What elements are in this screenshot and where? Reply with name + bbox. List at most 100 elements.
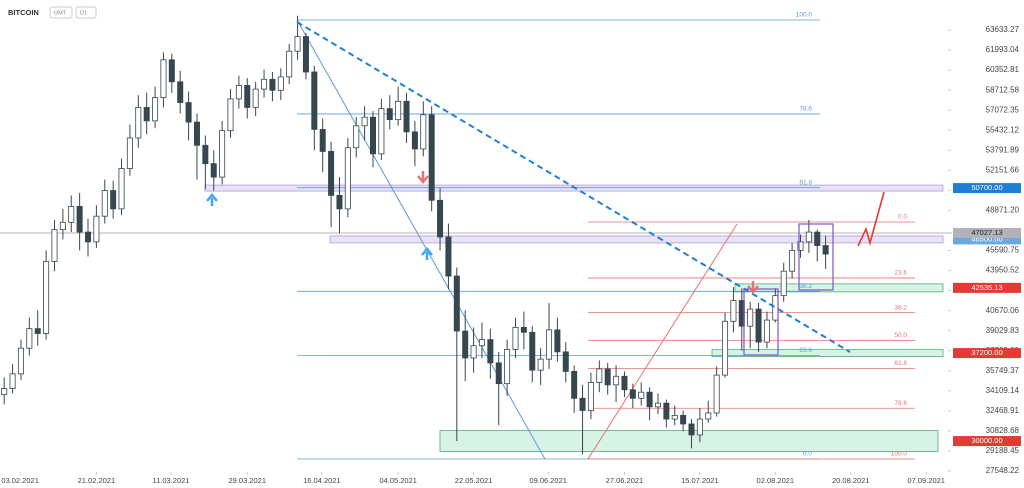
down-arrow: [747, 281, 759, 294]
axes: 63633.27 61993.04 60352.81 58712.58 57072.35…: [1, 25, 1021, 485]
candle-body: [227, 98, 234, 132]
candle-body: [797, 241, 804, 251]
candle-body: [487, 339, 494, 364]
candle-body: [51, 229, 58, 262]
candle-body: [587, 382, 594, 411]
candle-body: [294, 36, 301, 52]
fib-level-label: 0.0: [898, 214, 907, 221]
y-tick-label: 30828.68: [986, 426, 1020, 435]
price-tag: [953, 183, 1021, 194]
candle-body: [629, 389, 636, 399]
timezone-box[interactable]: [49, 6, 73, 19]
candle-body: [336, 195, 343, 210]
projection-arrow: [857, 191, 885, 247]
candle-body: [453, 275, 460, 332]
candle-body: [763, 319, 770, 343]
candle-body: [143, 107, 150, 122]
x-tick-label: 09.06.2021: [529, 476, 567, 485]
candle-body: [386, 108, 393, 121]
y-tick-label: 27548.22: [986, 466, 1020, 475]
candles: [1, 15, 829, 455]
candle-body: [118, 168, 125, 210]
y-tick-label: 34109.14: [986, 386, 1020, 395]
candle-body: [152, 97, 159, 122]
candle-body: [17, 347, 24, 375]
candle-body: [428, 114, 435, 201]
candle-body: [713, 374, 720, 414]
candle-body: [495, 362, 502, 385]
y-tick-label: 58712.58: [986, 85, 1020, 94]
y-tick-label: 63633.27: [986, 25, 1020, 34]
timeframe-box[interactable]: [75, 6, 97, 19]
candle-body: [328, 151, 335, 196]
symbol: BITCOIN: [8, 8, 39, 17]
price-tag: [953, 227, 1021, 238]
fib-level-label: 78.6: [799, 106, 812, 113]
candle-body: [478, 339, 485, 347]
candle-body: [369, 116, 376, 155]
candle-body: [302, 36, 309, 73]
candle-body: [168, 59, 175, 83]
price-tag-label: 50700.00: [971, 183, 1002, 192]
y-tick-label: 55432.12: [986, 125, 1020, 134]
y-tick-label: 32468.91: [986, 406, 1020, 415]
candle-body: [185, 102, 192, 123]
down-arrow: [417, 171, 429, 184]
candle-body: [437, 199, 444, 238]
candle-body: [579, 397, 586, 411]
candle-body: [420, 114, 427, 150]
range-box: [798, 223, 834, 291]
timezone[interactable]: GMT: [54, 10, 67, 16]
y-tick-label: 60352.81: [986, 65, 1020, 74]
y-tick-label: 29188.45: [986, 446, 1020, 455]
price-tag-label: 42535.13: [971, 283, 1002, 292]
x-tick-label: 04.05.2021: [379, 476, 417, 485]
candle-body: [160, 59, 167, 99]
candle-body: [512, 327, 519, 350]
candle-body: [696, 418, 703, 436]
fib-level-label: 100.0: [891, 451, 908, 458]
fib-level-label: 38.2: [799, 283, 812, 290]
candle-body: [277, 76, 284, 91]
price-tag: [953, 234, 1021, 245]
price-tag-label: 46500.00: [971, 234, 1002, 243]
candle-body: [680, 415, 687, 425]
annotations: [206, 21, 885, 356]
candle-body: [747, 308, 754, 327]
candle-body: [613, 375, 620, 386]
candle-body: [26, 328, 33, 349]
y-tick-label: 35749.37: [986, 366, 1020, 375]
header: BITCOIN GMT D1: [8, 6, 97, 19]
candle-body: [344, 147, 351, 210]
candle-body: [814, 231, 821, 246]
x-tick-label: 02.08.2021: [757, 476, 795, 485]
x-tick-label: 11.03.2021: [152, 476, 189, 485]
price-tag-label: 30000.00: [971, 436, 1002, 445]
candle-body: [504, 349, 511, 385]
price-tag: [953, 436, 1021, 447]
candle-body: [646, 391, 653, 408]
candle-body: [688, 423, 695, 436]
trend-line: [296, 21, 851, 353]
candle-body: [34, 328, 41, 334]
price-tag-label: 37200.00: [971, 348, 1002, 357]
fib-level-label: 50.0: [894, 332, 907, 339]
y-tick-label: 40670.06: [986, 306, 1020, 315]
candle-body: [76, 206, 83, 233]
candle-body: [411, 131, 418, 150]
candle-body: [780, 270, 787, 297]
candle-body: [219, 130, 226, 178]
candle-body: [319, 129, 326, 152]
candle-body: [93, 215, 100, 243]
price-zone: [329, 235, 944, 244]
price-zone: [711, 349, 944, 357]
fib-level-label: 23.6: [799, 347, 812, 354]
candle-body: [822, 245, 829, 255]
candle-body: [571, 371, 578, 399]
candle-body: [755, 308, 762, 343]
candle-body: [177, 81, 184, 103]
candle-body: [202, 144, 209, 165]
timeframe[interactable]: D1: [80, 10, 87, 16]
